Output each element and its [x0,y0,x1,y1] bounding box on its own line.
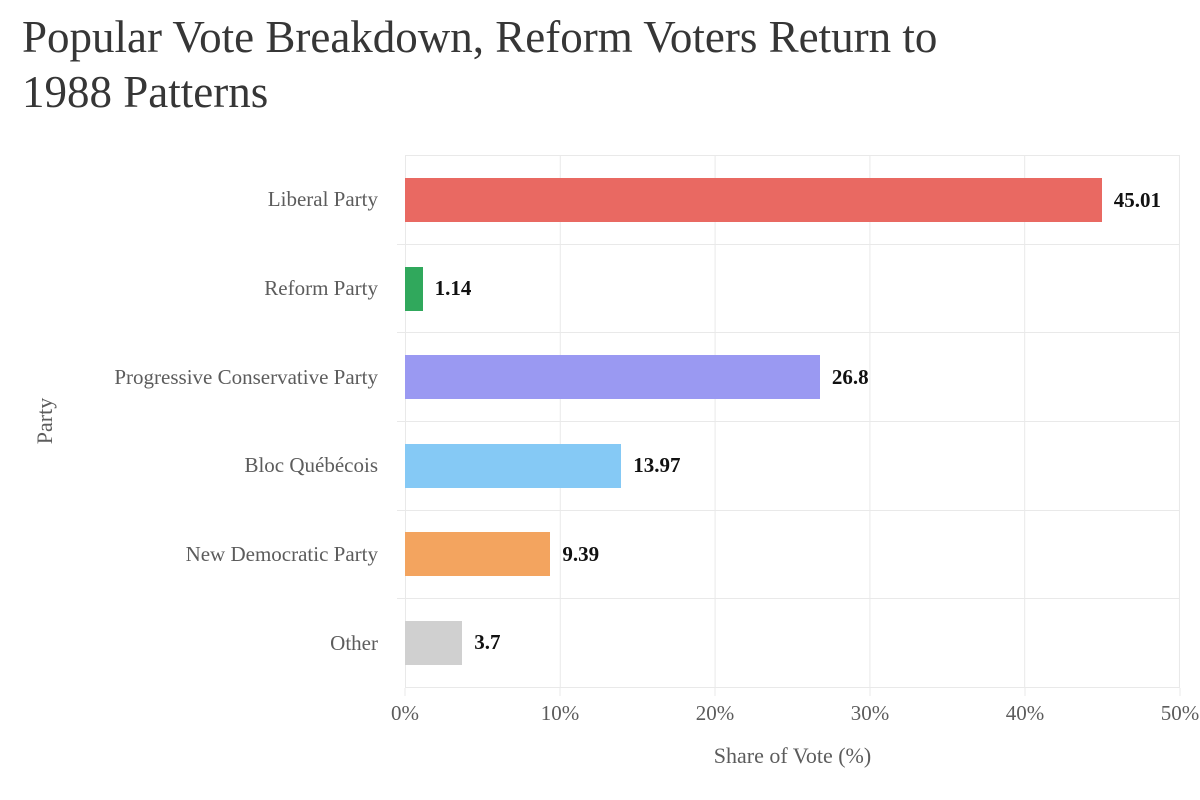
x-tick-label: 50% [1160,701,1200,725]
bar [405,532,551,577]
plot-area: 45.01 1.14 26.8 13.97 9.39 3.7 [397,155,1180,688]
bar-value-label: 45.01 [1113,187,1161,212]
x-tick-mark [714,688,716,696]
grid-row [397,422,1179,511]
bar-value-label: 26.8 [831,364,869,389]
bar-value-label: 9.39 [562,541,600,566]
x-tick-mark [404,688,406,696]
bar-row: 9.39 [405,510,1179,599]
x-tick-label: 20% [695,701,735,725]
x-tick-label: 40% [1005,701,1045,725]
bar-rows: 45.01 1.14 26.8 13.97 9.39 3.7 [405,156,1179,687]
bar-row: 45.01 [405,156,1179,245]
chart-title: Popular Vote Breakdown, Reform Voters Re… [22,10,1042,120]
category-label: Progressive Conservative Party [114,364,378,389]
bar-row: 1.14 [405,245,1179,334]
category-labels: Liberal Party Reform Party Progressive Con… [0,155,390,688]
bar [405,620,463,665]
x-tick-mark [1024,688,1026,696]
grid-row [397,511,1179,600]
bar [405,178,1102,223]
x-tick-mark [1179,688,1181,696]
bar-row: 13.97 [405,422,1179,511]
grid-row [397,245,1179,334]
bar-value-label: 13.97 [633,453,681,478]
x-tick-label: 30% [850,701,890,725]
bar-row: 3.7 [405,599,1179,688]
x-tick-mark [869,688,871,696]
chart-title-line2: 1988 Patterns [22,66,269,117]
bar-value-label: 3.7 [474,630,501,655]
category-label: New Democratic Party [185,542,378,567]
x-axis-title: Share of Vote (%) [713,743,872,768]
category-label: Bloc Québécois [244,453,378,478]
x-tick-label: 10% [540,701,580,725]
category-label: Other [330,631,378,656]
category-label: Reform Party [264,275,378,300]
chart-title-line1: Popular Vote Breakdown, Reform Voters Re… [22,12,938,62]
x-tick-label: 0% [391,701,419,725]
category-label: Liberal Party [267,186,378,211]
x-tick-mark [559,688,561,696]
grid-rows [397,156,1179,687]
bar [405,443,622,488]
x-axis-ticks: 0% 10% 20% 30% 40% 50% [391,688,1199,736]
grid-row [397,333,1179,423]
bar [405,355,820,400]
grid-row [397,156,1179,245]
bar [405,266,423,311]
bar-value-label: 1.14 [434,276,472,301]
bar-row: 26.8 [405,333,1179,422]
